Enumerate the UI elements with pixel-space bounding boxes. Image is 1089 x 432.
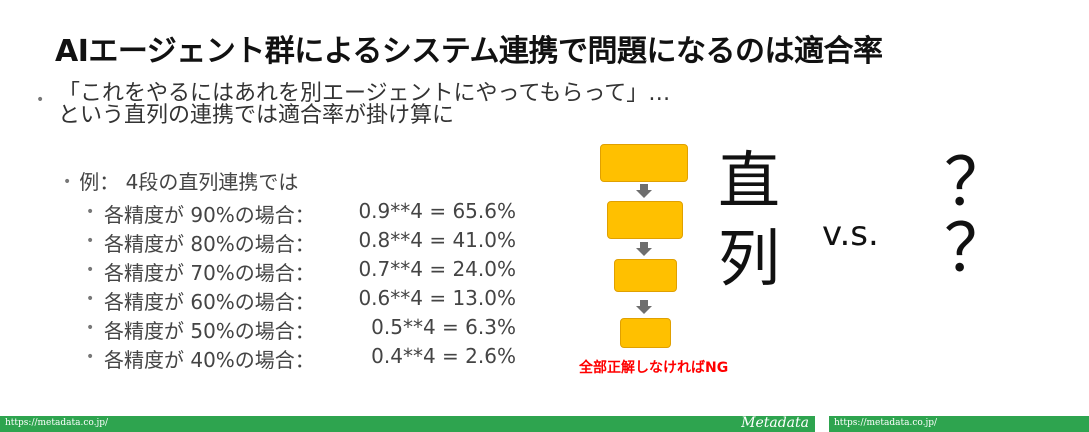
versus-text: v.s. — [822, 214, 879, 254]
accuracy-value: 0.9**4 = 65.6% — [358, 199, 516, 223]
bullet-dot: • — [86, 204, 95, 220]
chokuretsu-char-2: 列 — [718, 222, 781, 295]
accuracy-label: 各精度が 70%の場合： — [104, 261, 315, 285]
accuracy-value: 0.6**4 = 13.0% — [358, 286, 516, 310]
accuracy-label: 各精度が 40%の場合： — [104, 348, 315, 372]
flow-caption: 全部正解しなければNG — [579, 360, 729, 376]
bullet-dot: • — [86, 349, 95, 365]
main-bullet-line-1: 「これをやるにはあれを別エージェントにやってもらって」… — [58, 81, 671, 106]
accuracy-label: 各精度が 50%の場合： — [104, 319, 315, 343]
accuracy-label: 各精度が 90%の場合： — [104, 203, 315, 227]
bullet-dot: • — [86, 262, 95, 278]
accuracy-value: 0.4**4 = 2.6% — [371, 344, 516, 368]
question-mark-2: ？ — [944, 210, 1010, 287]
flow-box-4 — [620, 318, 671, 348]
example-heading: • 例： 4段の直列連携では — [63, 166, 298, 195]
accuracy-label: 各精度が 60%の場合： — [104, 290, 315, 314]
bullet-dot: • — [86, 320, 95, 336]
chokuretsu-char-1: 直 — [718, 144, 781, 217]
footer-bar-right: https://metadata.co.jp/ — [829, 416, 1089, 432]
bullet-dot: • — [63, 174, 72, 190]
accuracy-label: 各精度が 80%の場合： — [104, 232, 315, 256]
example-heading-text: 例： 4段の直列連携では — [79, 170, 299, 194]
flow-box-2 — [607, 201, 683, 239]
footer-brand-logo: Metadata — [741, 415, 809, 431]
accuracy-value: 0.7**4 = 24.0% — [358, 257, 516, 281]
accuracy-value: 0.8**4 = 41.0% — [358, 228, 516, 252]
flow-box-3 — [614, 259, 677, 292]
accuracy-value: 0.5**4 = 6.3% — [371, 315, 516, 339]
bullet-dot: • — [86, 233, 95, 249]
slide-title: AIエージェント群によるシステム連携で問題になるのは適合率 — [55, 34, 883, 69]
footer-bar-left: https://metadata.co.jp/ Metadata — [0, 415, 815, 432]
flow-box-1 — [600, 144, 688, 182]
footer-url: https://metadata.co.jp/ — [834, 418, 938, 428]
question-mark-1: ？ — [944, 144, 1010, 221]
bullet-dot: • — [36, 92, 45, 108]
footer-url: https://metadata.co.jp/ — [5, 418, 109, 428]
main-bullet-line-2: という直列の連携では適合率が掛け算に — [58, 103, 455, 128]
bullet-dot: • — [86, 291, 95, 307]
